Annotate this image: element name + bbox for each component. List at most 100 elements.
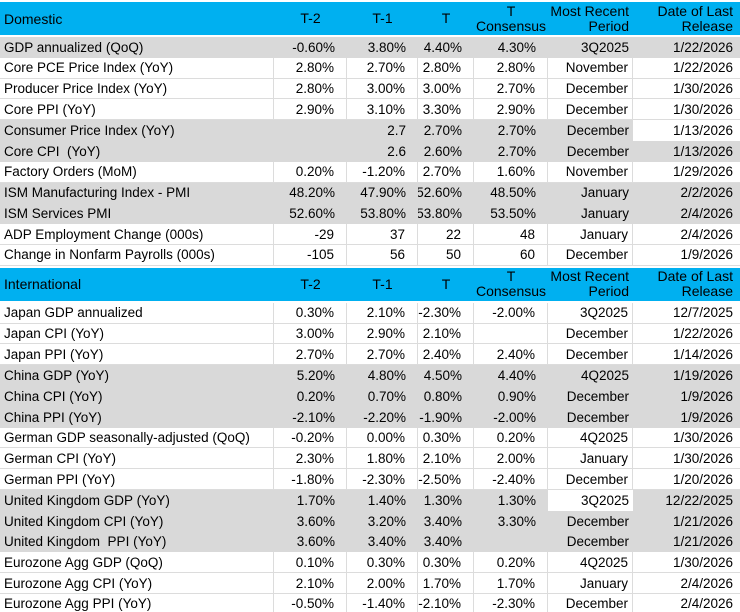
value-cell-period[interactable]: December: [548, 99, 633, 120]
value-cell-date[interactable]: 1/29/2026: [633, 162, 740, 182]
value-cell-t2[interactable]: 0.20%: [274, 386, 347, 407]
value-cell-t1[interactable]: 0.00%: [347, 427, 418, 448]
column-header-consensus[interactable]: T Consensus: [474, 268, 548, 301]
column-header-t[interactable]: T: [418, 2, 474, 35]
value-cell-t2[interactable]: 2.80%: [274, 78, 347, 99]
value-cell-t1[interactable]: 3.10%: [347, 99, 418, 120]
value-cell-consensus[interactable]: 2.80%: [474, 57, 548, 78]
value-cell-date[interactable]: 1/14/2026: [633, 344, 740, 364]
column-header-consensus[interactable]: T Consensus: [474, 2, 548, 35]
metric-label-cell[interactable]: Core PPI (YoY): [0, 99, 274, 120]
value-cell-date[interactable]: 1/30/2026: [633, 428, 740, 448]
value-cell-date[interactable]: 12/22/2025: [633, 490, 740, 511]
value-cell-t2[interactable]: 2.80%: [274, 57, 347, 78]
metric-label-cell[interactable]: GDP annualized (QoQ): [0, 37, 274, 58]
metric-label-cell[interactable]: United Kingdom CPI (YoY): [0, 511, 274, 532]
value-cell-t[interactable]: 0.30%: [418, 552, 474, 573]
value-cell-t2[interactable]: 0.30%: [274, 302, 347, 323]
value-cell-consensus[interactable]: 2.90%: [474, 99, 548, 120]
value-cell-t[interactable]: -1.90%: [418, 407, 474, 428]
value-cell-consensus[interactable]: 4.30%: [474, 37, 548, 58]
value-cell-consensus[interactable]: 2.70%: [474, 120, 548, 141]
value-cell-consensus[interactable]: -2.00%: [474, 302, 548, 323]
value-cell-t[interactable]: 1.30%: [418, 490, 474, 511]
value-cell-t[interactable]: 3.40%: [418, 532, 474, 553]
value-cell-consensus[interactable]: 48.50%: [474, 183, 548, 204]
value-cell-t[interactable]: 3.00%: [418, 78, 474, 99]
value-cell-date[interactable]: 2/4/2026: [633, 224, 740, 244]
value-cell-t2[interactable]: 3.60%: [274, 511, 347, 532]
value-cell-consensus[interactable]: -2.40%: [474, 469, 548, 489]
value-cell-t[interactable]: 4.40%: [418, 37, 474, 58]
value-cell-consensus[interactable]: 1.60%: [474, 161, 548, 182]
value-cell-t1[interactable]: 3.20%: [347, 511, 418, 532]
value-cell-t2[interactable]: -0.60%: [274, 37, 347, 58]
value-cell-period[interactable]: 4Q2025: [548, 427, 633, 448]
value-cell-period[interactable]: January: [548, 183, 633, 204]
value-cell-date[interactable]: 1/19/2026: [633, 365, 740, 386]
value-cell-t[interactable]: -2.50%: [418, 469, 474, 489]
metric-label-cell[interactable]: Japan PPI (YoY): [0, 344, 274, 365]
value-cell-t1[interactable]: 3.40%: [347, 532, 418, 553]
value-cell-t1[interactable]: -1.40%: [347, 593, 418, 612]
value-cell-date[interactable]: 2/4/2026: [633, 573, 740, 593]
value-cell-date[interactable]: 2/4/2026: [633, 594, 740, 612]
metric-label-cell[interactable]: Producer Price Index (YoY): [0, 78, 274, 99]
section-title-cell[interactable]: Domestic: [0, 2, 274, 35]
metric-label-cell[interactable]: ISM Services PMI: [0, 203, 274, 224]
value-cell-t[interactable]: 0.80%: [418, 386, 474, 407]
value-cell-consensus[interactable]: 53.50%: [474, 203, 548, 224]
value-cell-date[interactable]: 2/2/2026: [633, 183, 740, 204]
value-cell-t[interactable]: -2.10%: [418, 593, 474, 612]
value-cell-consensus[interactable]: 2.70%: [474, 141, 548, 162]
value-cell-t1[interactable]: 2.70%: [347, 344, 418, 365]
value-cell-t2[interactable]: -0.50%: [274, 593, 347, 612]
value-cell-period[interactable]: 3Q2025: [548, 302, 633, 323]
value-cell-t2[interactable]: 3.00%: [274, 323, 347, 344]
section-title-cell[interactable]: International: [0, 268, 274, 301]
metric-label-cell[interactable]: China CPI (YoY): [0, 386, 274, 407]
value-cell-t2[interactable]: 0.20%: [274, 161, 347, 182]
metric-label-cell[interactable]: Eurozone Agg CPI (YoY): [0, 573, 274, 593]
value-cell-t[interactable]: 2.10%: [418, 448, 474, 469]
value-cell-t[interactable]: 2.10%: [418, 323, 474, 344]
value-cell-t1[interactable]: 3.80%: [347, 37, 418, 58]
value-cell-consensus[interactable]: [474, 323, 548, 344]
value-cell-t2[interactable]: -1.80%: [274, 469, 347, 489]
column-header-period[interactable]: Most Recent Period: [548, 2, 633, 35]
value-cell-period[interactable]: January: [548, 203, 633, 224]
value-cell-date[interactable]: 1/13/2026: [633, 120, 740, 141]
value-cell-t2[interactable]: -2.10%: [274, 407, 347, 428]
value-cell-t[interactable]: 50: [418, 244, 474, 265]
value-cell-t2[interactable]: -29: [274, 224, 347, 244]
value-cell-t2[interactable]: 1.70%: [274, 490, 347, 511]
column-header-t2[interactable]: T-2: [274, 268, 347, 301]
value-cell-period[interactable]: 4Q2025: [548, 365, 633, 386]
value-cell-period[interactable]: December: [548, 244, 633, 265]
metric-label-cell[interactable]: Japan GDP annualized: [0, 302, 274, 323]
value-cell-t[interactable]: 1.70%: [418, 573, 474, 593]
value-cell-consensus[interactable]: 48: [474, 224, 548, 244]
value-cell-t1[interactable]: 1.40%: [347, 490, 418, 511]
value-cell-t[interactable]: 3.40%: [418, 511, 474, 532]
value-cell-t1[interactable]: 2.00%: [347, 573, 418, 593]
value-cell-t[interactable]: 2.80%: [418, 57, 474, 78]
metric-label-cell[interactable]: China PPI (YoY): [0, 407, 274, 428]
value-cell-period[interactable]: December: [548, 511, 633, 532]
value-cell-date[interactable]: 1/30/2026: [633, 99, 740, 119]
value-cell-date[interactable]: 1/30/2026: [633, 448, 740, 468]
value-cell-t1[interactable]: 2.70%: [347, 57, 418, 78]
metric-label-cell[interactable]: German PPI (YoY): [0, 469, 274, 489]
value-cell-t1[interactable]: 2.10%: [347, 302, 418, 323]
value-cell-t1[interactable]: 3.00%: [347, 78, 418, 99]
value-cell-t[interactable]: 0.30%: [418, 427, 474, 448]
metric-label-cell[interactable]: Eurozone Agg GDP (QoQ): [0, 552, 274, 573]
value-cell-t[interactable]: 2.60%: [418, 141, 474, 162]
value-cell-t2[interactable]: 0.10%: [274, 552, 347, 573]
column-header-date[interactable]: Date of Last Release: [633, 2, 740, 35]
metric-label-cell[interactable]: Core CPI (YoY): [0, 141, 274, 162]
value-cell-period[interactable]: November: [548, 57, 633, 78]
value-cell-t2[interactable]: 3.60%: [274, 532, 347, 553]
value-cell-period[interactable]: 3Q2025: [548, 489, 633, 511]
metric-label-cell[interactable]: Consumer Price Index (YoY): [0, 120, 274, 141]
